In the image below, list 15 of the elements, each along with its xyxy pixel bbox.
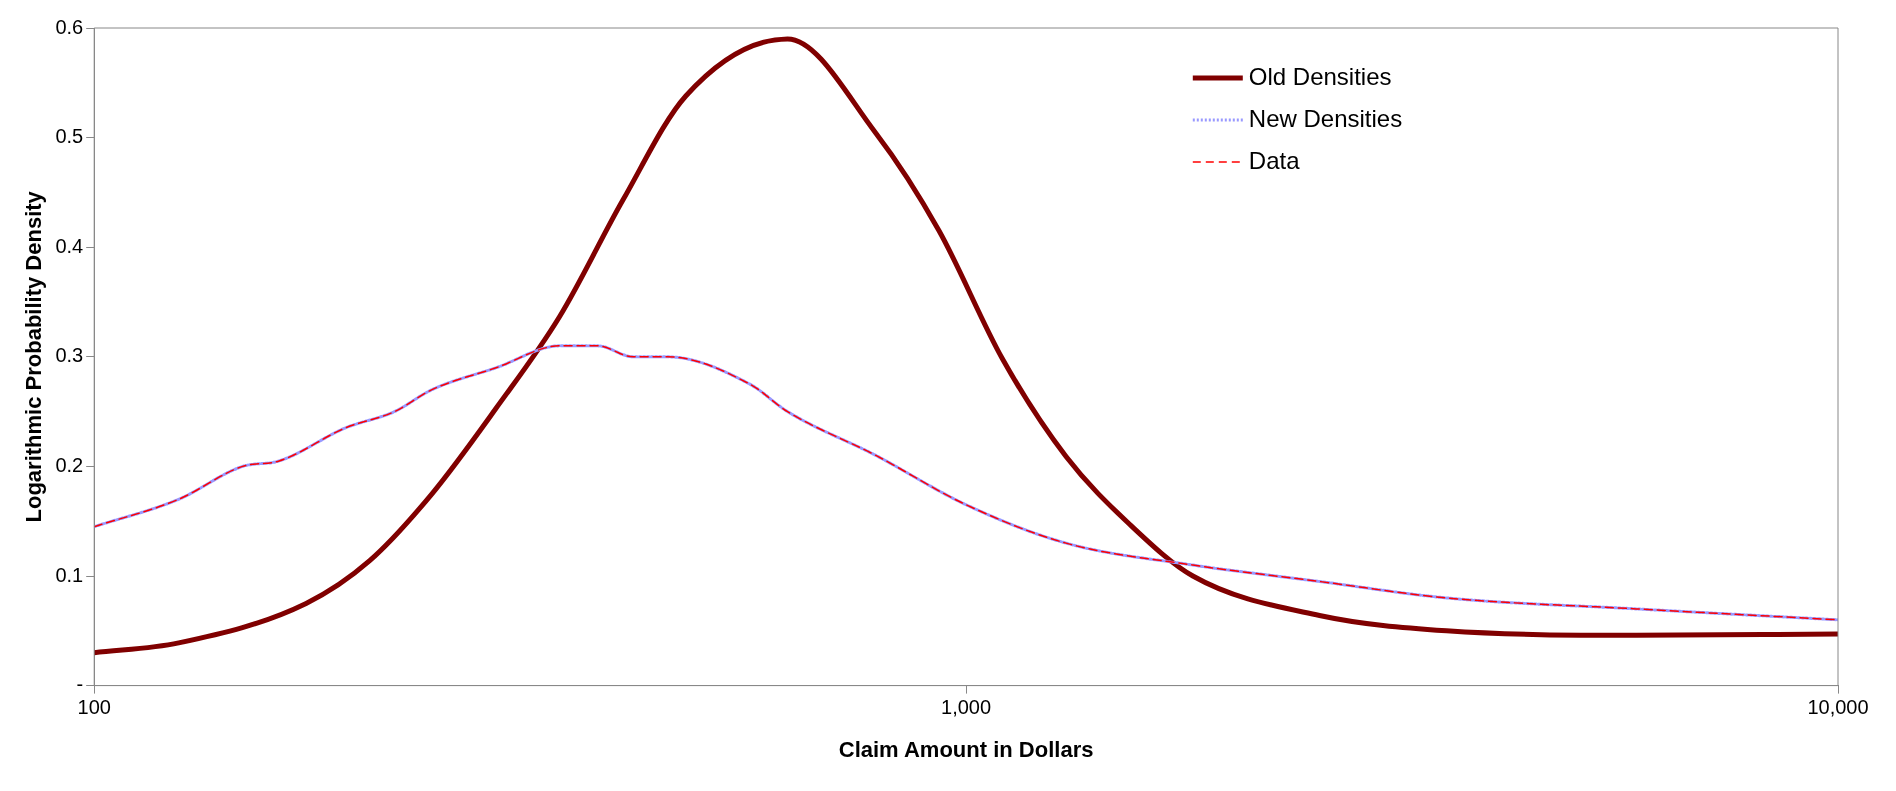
y-tick-label: 0.4: [55, 234, 84, 257]
legend-label: New Densities: [1248, 104, 1403, 132]
legend-label: Old Densities: [1248, 62, 1392, 90]
y-tick-label: 0.6: [55, 15, 84, 38]
x-axis-title: Claim Amount in Dollars: [838, 736, 1094, 762]
x-tick-label: 100: [77, 696, 111, 719]
y-tick-label: 0.5: [55, 125, 84, 148]
y-tick-label: 0.3: [55, 344, 84, 367]
x-tick-label: 1,000: [941, 696, 992, 719]
y-tick-label: -: [76, 673, 84, 696]
y-axis-title: Logarithmic Probability Density: [21, 190, 47, 523]
y-tick-label: 0.1: [55, 563, 84, 586]
x-tick-label: 10,000: [1807, 696, 1869, 719]
legend-label: Data: [1248, 146, 1301, 174]
y-tick-label: 0.2: [55, 453, 84, 476]
